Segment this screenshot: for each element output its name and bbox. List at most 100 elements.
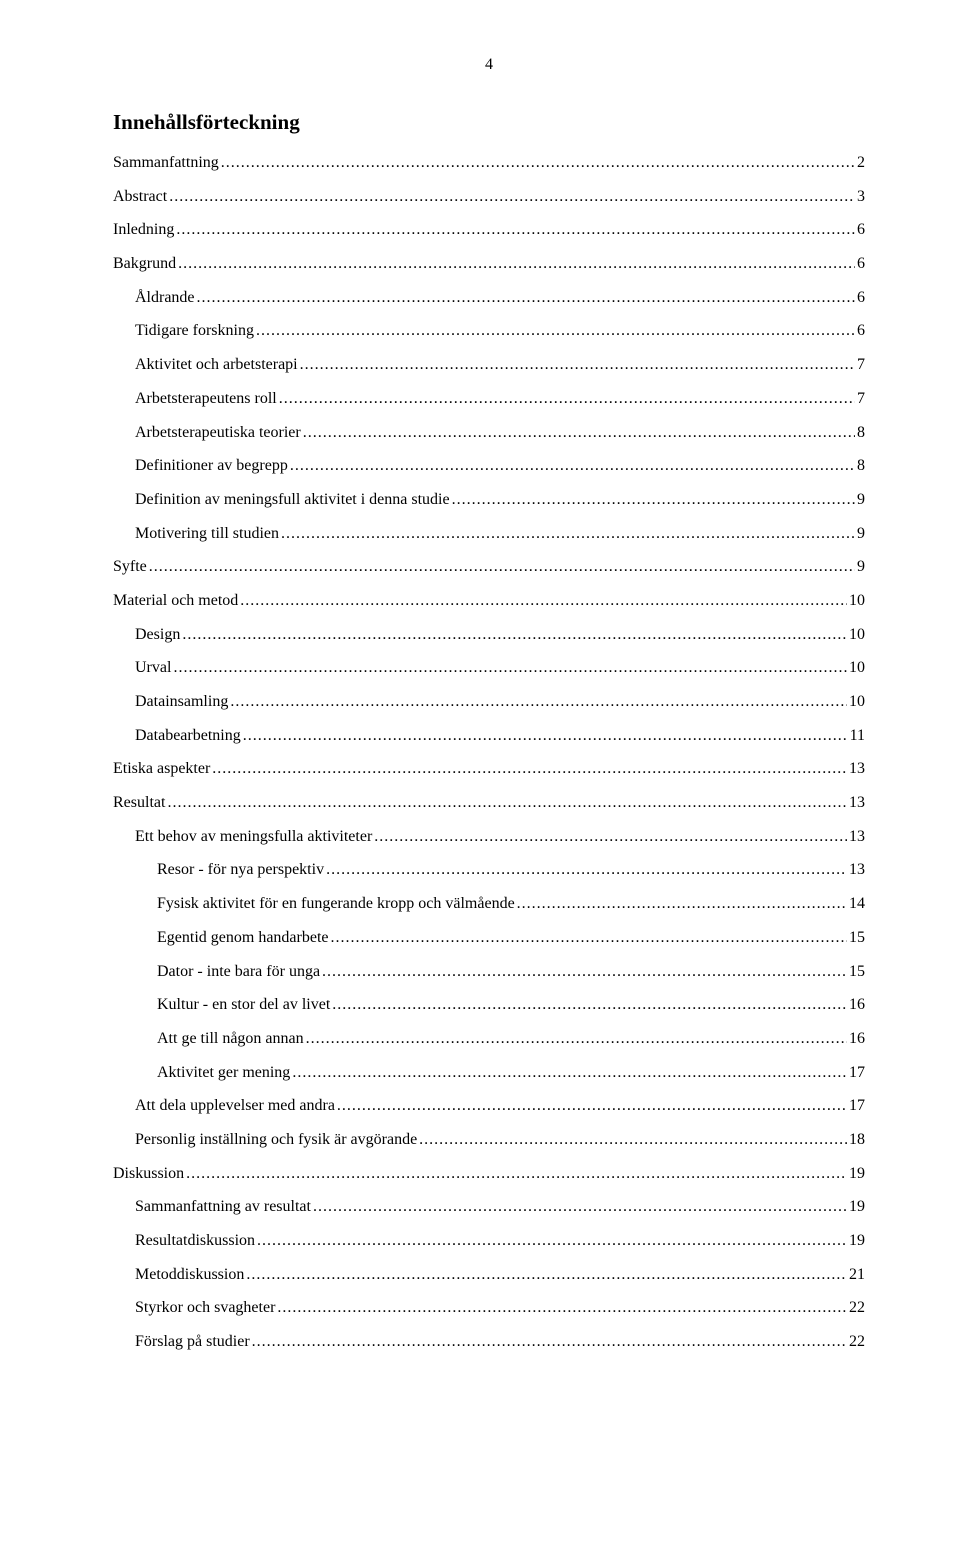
- toc-entry-page: 16: [849, 1027, 865, 1050]
- toc-entry: Kultur - en stor del av livet 16: [113, 993, 865, 1016]
- toc-entry: Resultat13: [113, 791, 865, 814]
- toc-leader-dots: [279, 387, 855, 410]
- toc-entry-page: 9: [857, 555, 865, 578]
- toc-entry-label: Diskussion: [113, 1162, 184, 1185]
- toc-entry: Att dela upplevelser med andra17: [113, 1094, 865, 1117]
- toc-entry-label: Material och metod: [113, 589, 238, 612]
- toc-entry-label: Att ge till någon annan: [157, 1027, 304, 1050]
- toc-entry-page: 7: [857, 353, 865, 376]
- toc-entry: Att ge till någon annan 16: [113, 1027, 865, 1050]
- toc-entry-label: Arbetsterapeutens roll: [135, 387, 277, 410]
- toc-entry: Inledning 6: [113, 218, 865, 241]
- toc-entry-page: 8: [857, 421, 865, 444]
- toc-entry: Syfte 9: [113, 555, 865, 578]
- toc-entry-label: Bakgrund: [113, 252, 176, 275]
- toc-leader-dots: [178, 252, 855, 275]
- toc-entry: Definition av meningsfull aktivitet i de…: [113, 488, 865, 511]
- toc-entry-page: 19: [849, 1195, 865, 1218]
- toc-entry-label: Resor - för nya perspektiv: [157, 858, 324, 881]
- toc-entry-label: Tidigare forskning: [135, 319, 254, 342]
- toc-entry-page: 2: [857, 151, 865, 174]
- toc-entry-page: 13: [849, 757, 865, 780]
- toc-leader-dots: [337, 1094, 847, 1117]
- toc-entry-label: Etiska aspekter: [113, 757, 210, 780]
- toc-entry-page: 15: [849, 926, 865, 949]
- toc-leader-dots: [243, 724, 848, 747]
- toc-entry: Fysisk aktivitet för en fungerande kropp…: [113, 892, 865, 915]
- toc-leader-dots: [252, 1330, 847, 1353]
- toc-leader-dots: [419, 1128, 847, 1151]
- toc-entry-label: Databearbetning: [135, 724, 241, 747]
- toc-entry-label: Datainsamling: [135, 690, 228, 713]
- toc-entry-label: Definition av meningsfull aktivitet i de…: [135, 488, 450, 511]
- toc-entry-page: 16: [849, 993, 865, 1016]
- toc-entry-label: Urval: [135, 656, 171, 679]
- toc-entry-page: 10: [849, 623, 865, 646]
- toc-leader-dots: [326, 858, 847, 881]
- toc-leader-dots: [306, 1027, 847, 1050]
- toc-leader-dots: [212, 757, 847, 780]
- toc-entry-label: Sammanfattning: [113, 151, 219, 174]
- toc-leader-dots: [221, 151, 855, 174]
- toc-leader-dots: [303, 421, 855, 444]
- toc-entry-page: 18: [849, 1128, 865, 1151]
- toc-entry-page: 3: [857, 185, 865, 208]
- toc-entry: Etiska aspekter 13: [113, 757, 865, 780]
- toc-entry: Datainsamling 10: [113, 690, 865, 713]
- toc-leader-dots: [149, 555, 855, 578]
- toc-entry-label: Syfte: [113, 555, 147, 578]
- toc-leader-dots: [277, 1296, 847, 1319]
- toc-leader-dots: [332, 993, 847, 1016]
- toc-entry-page: 19: [849, 1162, 865, 1185]
- toc-leader-dots: [240, 589, 847, 612]
- toc-entry-label: Dator - inte bara för unga: [157, 960, 320, 983]
- toc-entry: Styrkor och svagheter 22: [113, 1296, 865, 1319]
- toc-entry-page: 8: [857, 454, 865, 477]
- toc-entry-label: Egentid genom handarbete: [157, 926, 329, 949]
- toc-leader-dots: [169, 185, 855, 208]
- toc-entry: Sammanfattning av resultat19: [113, 1195, 865, 1218]
- toc-entry: Design 10: [113, 623, 865, 646]
- toc-entry-page: 9: [857, 488, 865, 511]
- toc-entry-page: 6: [857, 286, 865, 309]
- toc-entry-label: Metoddiskussion: [135, 1263, 244, 1286]
- toc-entry-label: Styrkor och svagheter: [135, 1296, 275, 1319]
- toc-leader-dots: [313, 1195, 847, 1218]
- toc-entry-label: Inledning: [113, 218, 174, 241]
- toc-entry: Tidigare forskning6: [113, 319, 865, 342]
- toc-leader-dots: [197, 286, 855, 309]
- toc-entry: Motivering till studien9: [113, 522, 865, 545]
- toc-leader-dots: [167, 791, 847, 814]
- toc-leader-dots: [300, 353, 855, 376]
- toc-leader-dots: [182, 623, 847, 646]
- toc-entry: Egentid genom handarbete 15: [113, 926, 865, 949]
- toc-entry-label: Kultur - en stor del av livet: [157, 993, 330, 1016]
- toc-entry: Metoddiskussion21: [113, 1263, 865, 1286]
- toc-entry-page: 22: [849, 1296, 865, 1319]
- toc-entry: Personlig inställning och fysik är avgör…: [113, 1128, 865, 1151]
- toc-entry: Arbetsterapeutiska teorier 8: [113, 421, 865, 444]
- toc-leader-dots: [230, 690, 847, 713]
- toc-entry-page: 17: [849, 1094, 865, 1117]
- toc-entry: Arbetsterapeutens roll7: [113, 387, 865, 410]
- toc-entry-label: Aktivitet ger mening: [157, 1061, 290, 1084]
- toc-entry-label: Aktivitet och arbetsterapi: [135, 353, 298, 376]
- toc-entry: Diskussion 19: [113, 1162, 865, 1185]
- toc-leader-dots: [322, 960, 847, 983]
- toc-entry: Resultatdiskussion19: [113, 1229, 865, 1252]
- toc-entry-label: Resultat: [113, 791, 165, 814]
- toc-entry-label: Motivering till studien: [135, 522, 279, 545]
- toc-entry-label: Design: [135, 623, 180, 646]
- toc-entry-label: Ett behov av meningsfulla aktiviteter: [135, 825, 372, 848]
- toc-entry-page: 19: [849, 1229, 865, 1252]
- toc-entry-page: 11: [850, 724, 865, 747]
- page-number: 4: [113, 56, 865, 74]
- toc-entry: Resor - för nya perspektiv13: [113, 858, 865, 881]
- toc-entry-page: 6: [857, 218, 865, 241]
- toc-entry-page: 10: [849, 690, 865, 713]
- toc-entry-page: 10: [849, 656, 865, 679]
- toc-entry-label: Personlig inställning och fysik är avgör…: [135, 1128, 417, 1151]
- toc-entry-label: Åldrande: [135, 286, 195, 309]
- toc-entry-label: Arbetsterapeutiska teorier: [135, 421, 301, 444]
- toc-entry: Aktivitet och arbetsterapi 7: [113, 353, 865, 376]
